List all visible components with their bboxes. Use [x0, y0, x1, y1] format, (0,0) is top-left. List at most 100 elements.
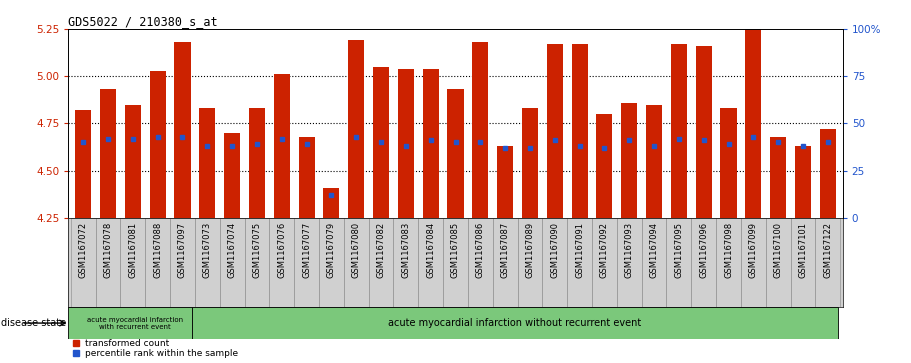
Bar	[617, 218, 641, 307]
Text: GSM1167083: GSM1167083	[402, 222, 410, 278]
Text: GSM1167099: GSM1167099	[749, 222, 758, 278]
Bar	[691, 218, 716, 307]
Bar	[517, 218, 542, 307]
Text: GSM1167084: GSM1167084	[426, 222, 435, 278]
Bar	[493, 218, 517, 307]
Bar	[270, 218, 294, 307]
Bar	[398, 69, 414, 218]
Bar	[249, 108, 265, 218]
Text: GSM1167078: GSM1167078	[104, 222, 113, 278]
Bar	[299, 136, 314, 218]
Bar	[120, 218, 145, 307]
Text: GSM1167077: GSM1167077	[302, 222, 311, 278]
Bar	[766, 218, 791, 307]
Bar	[472, 42, 488, 218]
Text: GSM1167094: GSM1167094	[650, 222, 659, 278]
Bar	[542, 218, 568, 307]
Bar	[745, 29, 762, 218]
Bar	[795, 146, 811, 218]
Bar	[145, 218, 170, 307]
Bar	[667, 218, 691, 307]
Bar	[468, 218, 493, 307]
Bar	[71, 218, 96, 307]
Text: GSM1167074: GSM1167074	[228, 222, 237, 278]
Bar	[348, 40, 364, 218]
Text: GSM1167073: GSM1167073	[203, 222, 212, 278]
Bar	[220, 218, 244, 307]
Bar	[670, 44, 687, 218]
Bar	[568, 218, 592, 307]
Bar	[125, 105, 141, 218]
Bar	[273, 74, 290, 218]
Bar	[170, 218, 195, 307]
Text: GSM1167087: GSM1167087	[501, 222, 509, 278]
Text: GSM1167080: GSM1167080	[352, 222, 361, 278]
Bar	[592, 218, 617, 307]
Bar	[294, 218, 319, 307]
Bar	[75, 110, 91, 218]
Text: acute myocardial infarction without recurrent event: acute myocardial infarction without recu…	[388, 318, 641, 328]
Bar	[373, 67, 389, 218]
Text: GSM1167095: GSM1167095	[674, 222, 683, 278]
Bar	[721, 108, 737, 218]
Text: GSM1167090: GSM1167090	[550, 222, 559, 278]
Text: GSM1167092: GSM1167092	[600, 222, 609, 278]
Bar	[741, 218, 766, 307]
Bar	[192, 307, 838, 339]
Text: GSM1167122: GSM1167122	[824, 222, 833, 278]
Bar	[195, 218, 220, 307]
Text: GSM1167085: GSM1167085	[451, 222, 460, 278]
Text: GDS5022 / 210380_s_at: GDS5022 / 210380_s_at	[68, 15, 218, 28]
Bar	[696, 46, 711, 218]
Bar	[621, 103, 638, 218]
Text: GSM1167075: GSM1167075	[252, 222, 261, 278]
Bar	[323, 188, 340, 218]
Bar	[497, 146, 513, 218]
Text: GSM1167091: GSM1167091	[575, 222, 584, 278]
Text: GSM1167088: GSM1167088	[153, 222, 162, 278]
Bar	[770, 136, 786, 218]
Bar	[522, 108, 538, 218]
Bar	[174, 42, 190, 218]
Bar	[319, 218, 343, 307]
Text: GSM1167101: GSM1167101	[798, 222, 807, 278]
Legend: transformed count, percentile rank within the sample: transformed count, percentile rank withi…	[73, 339, 238, 359]
Text: disease state: disease state	[1, 318, 66, 328]
Bar	[200, 108, 215, 218]
Bar	[716, 218, 741, 307]
Text: GSM1167081: GSM1167081	[128, 222, 138, 278]
Bar	[791, 218, 815, 307]
Bar	[394, 218, 418, 307]
Bar	[369, 218, 394, 307]
Text: GSM1167072: GSM1167072	[78, 222, 87, 278]
Text: GSM1167096: GSM1167096	[699, 222, 708, 278]
Bar	[571, 44, 588, 218]
Bar	[343, 218, 369, 307]
Text: GSM1167082: GSM1167082	[376, 222, 385, 278]
Text: GSM1167079: GSM1167079	[327, 222, 336, 278]
Text: GSM1167097: GSM1167097	[178, 222, 187, 278]
Bar	[418, 218, 443, 307]
Text: GSM1167093: GSM1167093	[625, 222, 634, 278]
Text: GSM1167076: GSM1167076	[277, 222, 286, 278]
Bar	[224, 133, 241, 218]
Bar	[244, 218, 270, 307]
Bar	[149, 70, 166, 218]
Bar	[100, 89, 116, 218]
Text: GSM1167098: GSM1167098	[724, 222, 733, 278]
Bar	[423, 69, 439, 218]
Text: GSM1167089: GSM1167089	[526, 222, 535, 278]
Bar	[68, 307, 192, 339]
Text: GSM1167100: GSM1167100	[773, 222, 783, 278]
Bar	[447, 89, 464, 218]
Bar	[96, 218, 120, 307]
Bar	[547, 44, 563, 218]
Bar	[815, 218, 840, 307]
Bar	[597, 114, 612, 218]
Text: GSM1167086: GSM1167086	[476, 222, 485, 278]
Bar	[820, 129, 836, 218]
Text: acute myocardial infarction
with recurrent event: acute myocardial infarction with recurre…	[87, 317, 183, 330]
Bar	[641, 218, 667, 307]
Bar	[443, 218, 468, 307]
Bar	[646, 105, 662, 218]
